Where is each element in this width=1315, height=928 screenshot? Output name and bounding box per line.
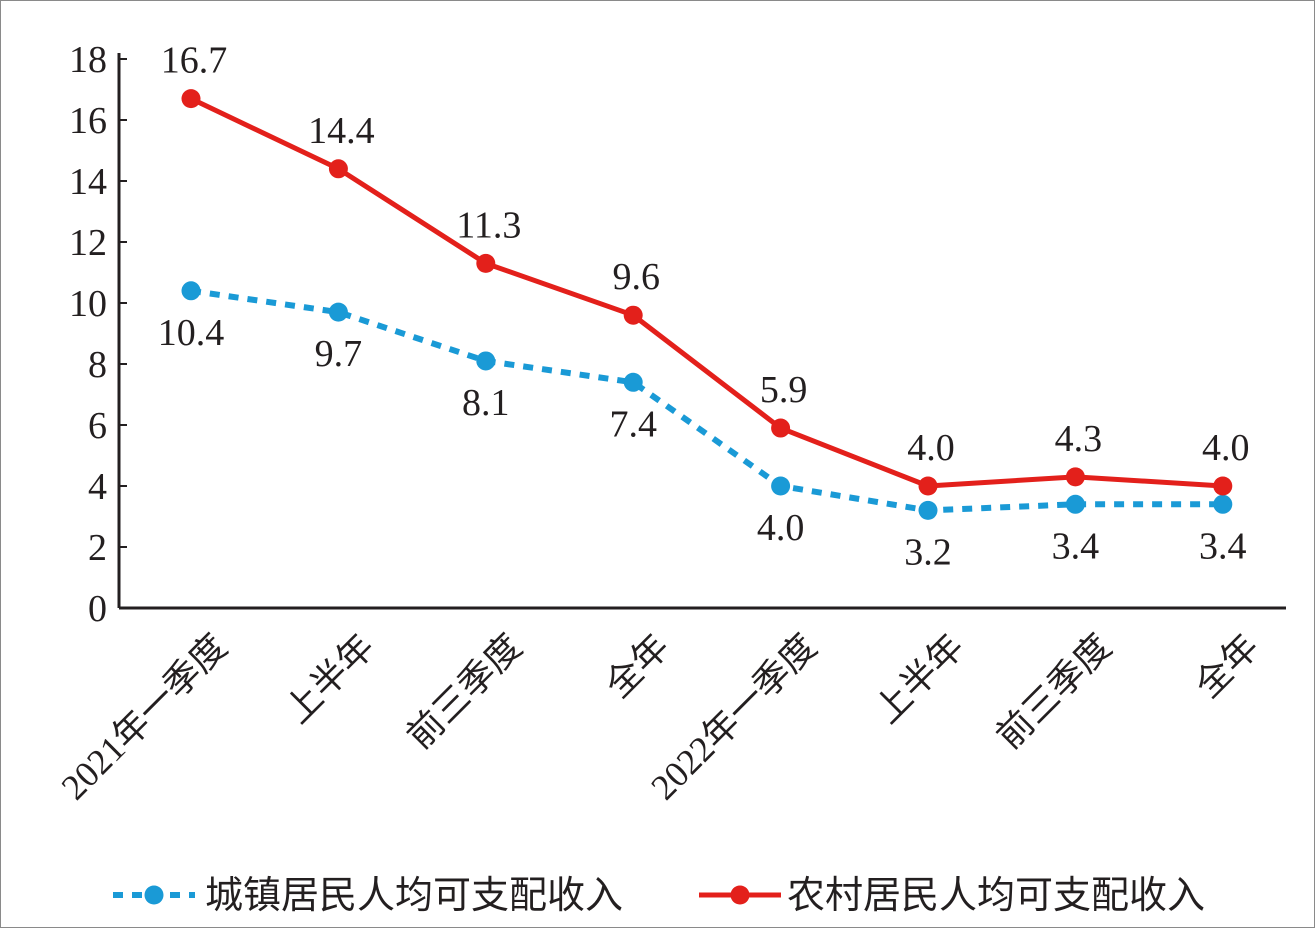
x-category-label: 全年 [598,626,677,705]
urban-income-point [771,476,791,496]
y-tick-label: 10 [69,283,107,325]
y-tick-label: 4 [88,466,107,508]
y-tick-label: 8 [88,344,107,386]
urban-data-label: 3.4 [1052,525,1100,567]
axes [117,53,1286,610]
legend-marker [730,885,750,905]
urban-data-label: 3.2 [904,531,952,573]
x-category-label: 全年 [1187,626,1266,705]
y-tick-label: 18 [69,39,107,81]
urban-data-label: 3.4 [1199,525,1247,567]
rural-data-label: 5.9 [760,369,808,411]
rural-income-line [189,96,1223,489]
x-category-label: 2021年一季度 [54,626,235,807]
urban-income-point [328,302,348,322]
rural-income-point [1065,467,1085,487]
urban-income-line [190,287,1223,514]
x-category-label: 上半年 [277,626,382,731]
rural-data-label: 4.0 [1202,427,1250,469]
rural-data-label: 14.4 [308,110,375,152]
urban-income-point [476,351,496,371]
y-tick-label: 12 [69,222,107,264]
urban-data-label: 9.7 [315,333,363,375]
legend-urban-label: 城镇居民人均可支配收入 [205,875,623,917]
rural-income-point [771,418,791,438]
legend-marker [144,885,164,905]
x-category-label: 上半年 [867,626,972,731]
rural-income-point [476,253,496,273]
rural-data-label: 16.7 [161,40,228,82]
y-tick-label: 2 [88,527,107,569]
urban-income-point [181,281,201,301]
y-axis-ticks: 0 2 4 6 8 10 12 14 16 18 [69,39,127,630]
urban-data-label: 7.4 [609,403,657,445]
rural-data-label: 4.3 [1055,418,1103,460]
legend: 城镇居民人均可支配收入 农村居民人均可支配收入 [113,875,1205,917]
y-tick-label: 16 [69,100,107,142]
y-tick-label: 14 [69,161,107,203]
rural-data-label: 4.0 [907,427,955,469]
urban-data-label: 10.4 [158,312,225,354]
data-labels: 10.4 9.7 8.1 7.4 4.0 3.2 3.4 3.4 16.7 14.4 11.3 9.6… [158,40,1250,574]
y-tick-label: 0 [88,588,107,630]
legend-rural-label: 农村居民人均可支配收入 [787,875,1205,917]
series-lines [181,89,1233,520]
rural-data-label: 9.6 [612,256,660,298]
urban-income-point [1213,494,1233,514]
urban-income-point [918,500,938,520]
urban-data-label: 4.0 [757,507,805,549]
y-tick-label: 6 [88,405,107,447]
rural-income-point [623,305,643,325]
rural-income-point [328,159,348,179]
x-category-label: 前三季度 [989,626,1119,756]
urban-data-label: 8.1 [462,382,510,424]
urban-income-point [1065,494,1085,514]
rural-income-point [1213,476,1233,496]
rural-income-point [918,476,938,496]
rural-income-point [181,89,201,109]
x-category-label: 前三季度 [399,626,529,756]
rural-data-label: 11.3 [456,204,521,246]
urban-income-point [623,372,643,392]
